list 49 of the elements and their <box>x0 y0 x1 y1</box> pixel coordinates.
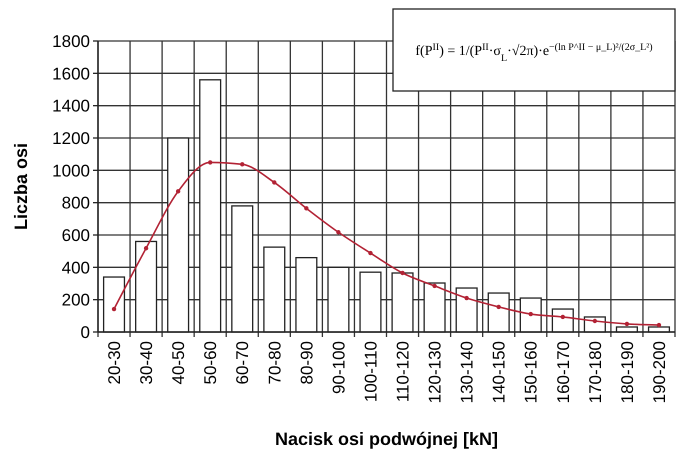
point <box>464 296 469 300</box>
y-tick-label: 0 <box>80 322 90 342</box>
point <box>432 284 437 288</box>
point <box>624 322 630 326</box>
x-tick-label: 70-80 <box>265 341 284 384</box>
y-tick-label: 400 <box>62 258 90 278</box>
x-tick-label: 130-140 <box>458 341 477 404</box>
x-tick-label: 100-110 <box>361 341 380 402</box>
x-tick-label: 190-200 <box>650 341 669 404</box>
y-tick-label: 200 <box>62 290 90 310</box>
point <box>176 189 180 194</box>
point <box>368 250 373 256</box>
y-tick-label: 1000 <box>52 161 90 180</box>
x-tick-label: 160-170 <box>554 341 573 404</box>
y-tick-label: 600 <box>62 226 90 245</box>
x-tick-label: 40-50 <box>169 341 188 384</box>
x-tick-label: 110-120 <box>393 341 412 402</box>
x-tick-label: 140-150 <box>490 341 509 404</box>
x-tick-label: 60-70 <box>233 341 252 384</box>
x-tick-label: 80-90 <box>297 341 316 384</box>
point <box>656 322 662 328</box>
point <box>272 180 277 185</box>
x-tick-label: 120-130 <box>426 341 445 404</box>
x-tick-label: 50-60 <box>201 341 220 384</box>
x-tick-label: 30-40 <box>137 341 156 384</box>
x-axis-title: Nacisk osi podwójnej [kN] <box>274 429 498 449</box>
point <box>528 312 533 316</box>
x-tick-label: 90-100 <box>329 341 348 394</box>
x-tick-label: 150-160 <box>522 341 541 404</box>
y-tick-label: 1400 <box>52 96 90 116</box>
point <box>240 162 244 167</box>
point <box>304 206 309 211</box>
x-tick-label: 180-190 <box>618 341 637 404</box>
point <box>144 246 148 250</box>
point <box>400 270 405 276</box>
point <box>560 314 566 320</box>
y-tick-label: 1600 <box>52 64 90 84</box>
point <box>592 318 598 324</box>
point <box>336 230 341 234</box>
y-tick-label: 800 <box>62 194 90 213</box>
annotation: f(P$^{II}$) = 1/(P$^{II}$·σ$_{L}$·√2π)·e$^{−(ln P^II − μ_L)²/(2σ_L²)}$ <box>415 42 653 64</box>
y-tick-label: 1200 <box>52 128 90 148</box>
y-tick-label: 1800 <box>52 32 90 51</box>
point <box>496 304 501 310</box>
point <box>208 160 212 165</box>
x-tick-label: 20-30 <box>104 341 124 384</box>
x-tick-label: 170-180 <box>586 341 605 404</box>
point <box>112 306 116 312</box>
y-axis-title: Liczba osi <box>11 142 31 230</box>
